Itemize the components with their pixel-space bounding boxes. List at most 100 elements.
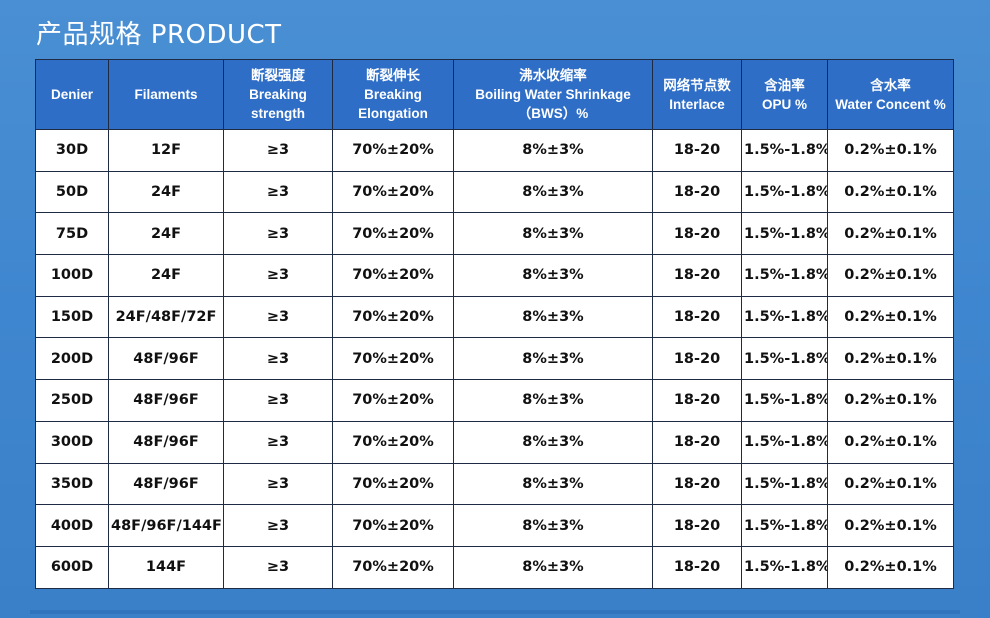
table-cell: 200D — [35, 337, 109, 381]
page-title: 产品规格 PRODUCT — [36, 20, 282, 50]
table-row: 50D 24F ≥3 70%±20% 8%±3% 18-20 1.5%-1.8% 0.2%±0… — [35, 170, 954, 214]
table-row: 150D 24F/48F/72F ≥3 70%±20% 8%±3% 18-20 1.5%-1… — [35, 295, 954, 339]
column-header: 断裂伸长 Breaking Elongation — [332, 59, 454, 130]
column-header-line: 网络节点数 — [663, 77, 731, 93]
table-cell: 0.2%±0.1% — [827, 420, 954, 464]
table-cell: 24F — [108, 254, 224, 297]
table-cell: 18-20 — [652, 295, 742, 339]
table-cell: 8%±3% — [453, 462, 653, 506]
table-cell: 18-20 — [652, 545, 742, 589]
column-header-line: Boiling Water Shrinkage — [475, 87, 631, 102]
column-header: 网络节点数 Interlace — [652, 59, 742, 130]
table-cell: 0.2%±0.1% — [827, 379, 954, 422]
table-row: 200D 48F/96F ≥3 70%±20% 8%±3% 18-20 1.5%-1.8% 0… — [35, 337, 954, 381]
table-cell: 150D — [35, 295, 109, 339]
table-cell: 18-20 — [652, 129, 742, 172]
column-header-line: Filaments — [134, 87, 198, 102]
table-cell: 8%±3% — [453, 129, 653, 172]
table-cell: ≥3 — [223, 462, 333, 506]
table-cell: 18-20 — [652, 170, 742, 214]
table-cell: 18-20 — [652, 379, 742, 422]
table-cell: 600D — [35, 545, 109, 589]
table-row: 100D 24F ≥3 70%±20% 8%±3% 18-20 1.5%-1.8% 0.2%±… — [35, 254, 954, 297]
table-cell: ≥3 — [223, 379, 333, 422]
table-cell: 300D — [35, 420, 109, 464]
column-header-line: Elongation — [358, 106, 428, 121]
table-cell: 18-20 — [652, 212, 742, 256]
table-cell: 70%±20% — [332, 462, 454, 506]
product-spec-table: Denier Filaments 断裂强度 Breaking strength 断裂伸长 B… — [35, 59, 954, 589]
table-cell: 8%±3% — [453, 212, 653, 256]
table-cell: 8%±3% — [453, 504, 653, 547]
table-cell: 24F — [108, 212, 224, 256]
table-cell: 8%±3% — [453, 379, 653, 422]
column-header-line: Water Concent % — [835, 96, 946, 112]
table-cell: 0.2%±0.1% — [827, 212, 954, 256]
table-cell: 70%±20% — [332, 504, 454, 547]
column-header-line: strength — [251, 106, 305, 121]
table-cell: 70%±20% — [332, 337, 454, 381]
column-header-line: （BWS）% — [517, 106, 589, 121]
table-cell: ≥3 — [223, 337, 333, 381]
table-cell: 350D — [35, 462, 109, 506]
table-cell: 0.2%±0.1% — [827, 545, 954, 589]
table-cell: ≥3 — [223, 420, 333, 464]
table-cell: 75D — [35, 212, 109, 256]
table-cell: ≥3 — [223, 212, 333, 256]
table-cell: 8%±3% — [453, 545, 653, 589]
table-cell: 70%±20% — [332, 170, 454, 214]
table-cell: 18-20 — [652, 462, 742, 506]
table-cell: 1.5%-1.8% — [741, 379, 828, 422]
table-cell: 48F/96F/144F — [108, 504, 224, 547]
table-cell: 1.5%-1.8% — [741, 212, 828, 256]
table-cell: 8%±3% — [453, 170, 653, 214]
table-cell: 8%±3% — [453, 420, 653, 464]
table-cell: 18-20 — [652, 337, 742, 381]
column-header-line: 断裂伸长 — [366, 68, 420, 83]
table-cell: 1.5%-1.8% — [741, 254, 828, 297]
column-header-line: Denier — [50, 87, 94, 102]
column-header: Filaments — [108, 59, 224, 130]
table-cell: 48F/96F — [108, 337, 224, 381]
table-cell: 30D — [35, 129, 109, 172]
table-cell: 0.2%±0.1% — [827, 504, 954, 547]
table-cell: 0.2%±0.1% — [827, 462, 954, 506]
table-cell: 48F/96F — [108, 462, 224, 506]
table-cell: 0.2%±0.1% — [827, 254, 954, 297]
table-cell: 48F/96F — [108, 420, 224, 464]
table-cell: 70%±20% — [332, 295, 454, 339]
table-cell: 48F/96F — [108, 379, 224, 422]
column-header: 含水率 Water Concent % — [827, 59, 954, 130]
table-cell: 24F — [108, 170, 224, 214]
column-header-line: Breaking — [364, 87, 422, 102]
column-header-line: Interlace — [669, 96, 725, 112]
table-cell: 24F/48F/72F — [108, 295, 224, 339]
table-cell: 8%±3% — [453, 254, 653, 297]
table-cell: ≥3 — [223, 254, 333, 297]
table-cell: 1.5%-1.8% — [741, 337, 828, 381]
table-cell: 70%±20% — [332, 254, 454, 297]
table-row: 30D 12F ≥3 70%±20% 8%±3% 18-20 1.5%-1.8% 0.2%±0… — [35, 129, 954, 172]
table-cell: ≥3 — [223, 170, 333, 214]
table-cell: ≥3 — [223, 545, 333, 589]
column-header-line: 含油率 — [764, 77, 805, 93]
column-header-line: Breaking — [249, 87, 307, 102]
table-cell: ≥3 — [223, 295, 333, 339]
table-cell: 12F — [108, 129, 224, 172]
table-cell: 0.2%±0.1% — [827, 337, 954, 381]
table-row: 250D 48F/96F ≥3 70%±20% 8%±3% 18-20 1.5%-1.8% 0… — [35, 379, 954, 422]
table-cell: 1.5%-1.8% — [741, 170, 828, 214]
table-cell: 0.2%±0.1% — [827, 129, 954, 172]
table-row: 300D 48F/96F ≥3 70%±20% 8%±3% 18-20 1.5%-1.8% 0… — [35, 420, 954, 464]
table-body: 30D 12F ≥3 70%±20% 8%±3% 18-20 1.5%-1.8% 0.2%±0… — [35, 129, 954, 589]
table-row: 350D 48F/96F ≥3 70%±20% 8%±3% 18-20 1.5%-1.8% 0… — [35, 462, 954, 506]
table-cell: 70%±20% — [332, 545, 454, 589]
column-header-line: OPU % — [761, 96, 807, 112]
table-cell: 100D — [35, 254, 109, 297]
table-row: 600D 144F ≥3 70%±20% 8%±3% 18-20 1.5%-1.8% 0.2%… — [35, 545, 954, 589]
table-cell: 400D — [35, 504, 109, 547]
bottom-divider — [30, 610, 960, 614]
table-cell: 144F — [108, 545, 224, 589]
table-cell: 18-20 — [652, 254, 742, 297]
table-header-row: Denier Filaments 断裂强度 Breaking strength 断裂伸长 B… — [35, 59, 954, 130]
